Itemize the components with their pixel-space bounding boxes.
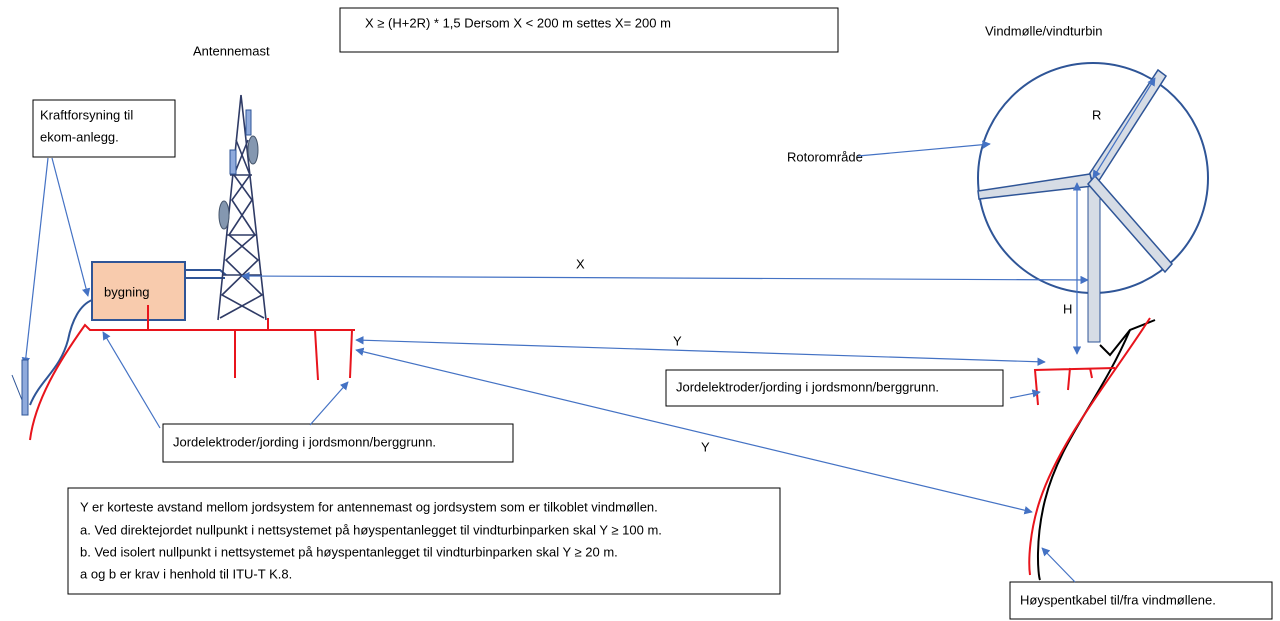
power-line: Kraftforsyning til [40, 107, 133, 122]
hv-box [1009, 581, 1273, 620]
tower [1087, 181, 1101, 343]
mast-label: Antennemast [193, 43, 270, 58]
x-arrow [241, 271, 1089, 285]
ground-box [162, 423, 514, 463]
building-label: bygning [104, 284, 150, 299]
arrow [1092, 77, 1156, 179]
arrow [1009, 389, 1041, 399]
hv-cable [1037, 319, 1156, 581]
x-label: X [576, 256, 585, 271]
turbine-label: Vindmølle/vindturbin [985, 23, 1103, 38]
h-label: H [1063, 301, 1072, 316]
hv-label: Høyspentkabel til/fra vindmøllene. [1020, 592, 1216, 607]
ground-box [665, 369, 1004, 407]
grounding [29, 305, 355, 441]
ground-label: Jordelektroder/jording i jordsmonn/bergg… [173, 434, 436, 449]
mast [217, 94, 267, 321]
arrow [51, 157, 91, 297]
arrow [21, 157, 49, 366]
ground-label: Jordelektroder/jording i jordsmonn/bergg… [676, 379, 939, 394]
y-arrow [355, 336, 1046, 366]
pole [21, 359, 29, 416]
formula-box [339, 7, 839, 53]
note-line: a. Ved direktejordet nullpunkt i nettsys… [80, 522, 662, 537]
power-box [32, 99, 176, 158]
note-line: a og b er krav i henhold til ITU-T K.8. [80, 566, 292, 581]
pole-line [11, 374, 23, 401]
note-line: Y er korteste avstand mellom jordsystem … [80, 499, 658, 514]
arrow [1041, 547, 1076, 583]
arrow [102, 331, 161, 429]
power-line: ekom-anlegg. [40, 129, 119, 144]
arrow [309, 381, 349, 426]
building [91, 261, 186, 321]
turbine-grounding [1028, 317, 1151, 576]
note-box [67, 487, 781, 595]
y-label: Y [673, 333, 682, 348]
formula: X ≥ (H+2R) * 1,5 Dersom X < 200 m settes… [365, 15, 671, 30]
rotor-label: Rotorområde [787, 149, 863, 164]
note-line: b. Ved isolert nullpunkt i nettsystemet … [80, 544, 618, 559]
y-label: Y [701, 439, 710, 454]
r-label: R [1092, 107, 1101, 122]
y-arrow [355, 347, 1033, 515]
arrow [857, 140, 991, 157]
feeder [185, 269, 227, 279]
cable [29, 299, 93, 406]
